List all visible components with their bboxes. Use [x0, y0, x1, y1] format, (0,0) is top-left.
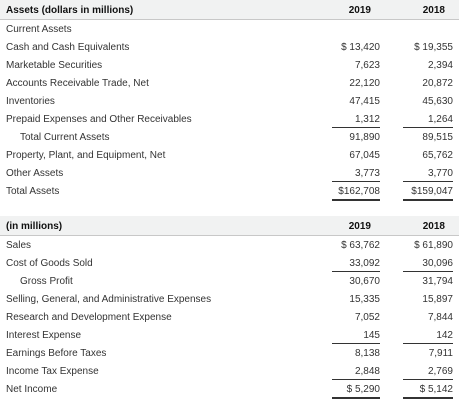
value-2019: 67,045: [349, 150, 380, 161]
value-2019: 7,052: [354, 312, 380, 323]
table-row: Sales $ 63,762 $ 61,890: [0, 236, 459, 254]
row-label: Cost of Goods Sold: [6, 258, 93, 269]
row-label: Inventories: [6, 96, 55, 107]
value-2019: 1,312: [354, 114, 380, 125]
assets-table: Assets (dollars in millions) 2019 2018 C…: [0, 0, 459, 201]
subtotal-rule: [332, 271, 380, 272]
table-row: Prepaid Expenses and Other Receivables 1…: [0, 110, 459, 128]
value-2018: 15,897: [422, 294, 453, 305]
value-2018: 30,096: [422, 258, 453, 269]
value-2019: $162,708: [338, 186, 380, 197]
value-2019: $ 13,420: [341, 42, 380, 53]
assets-header-row: Assets (dollars in millions) 2019 2018: [0, 0, 459, 20]
table-row: Accounts Receivable Trade, Net 22,120 20…: [0, 74, 459, 92]
row-label: Marketable Securities: [6, 60, 103, 71]
table-row: Inventories 47,415 45,630: [0, 92, 459, 110]
value-2019: 145: [363, 330, 380, 341]
table-row: Interest Expense 145 142: [0, 326, 459, 344]
table-row: Research and Development Expense 7,052 7…: [0, 308, 459, 326]
value-2019: 91,890: [349, 132, 380, 143]
value-2018: $ 19,355: [414, 42, 453, 53]
value-2018: 31,794: [422, 276, 453, 287]
row-label: Research and Development Expense: [6, 312, 172, 323]
subtotal-rule: [403, 379, 453, 380]
total-double-rule: [332, 397, 380, 399]
income-col-2018: 2018: [422, 221, 445, 232]
subtotal-rule: [403, 181, 453, 182]
row-label: Other Assets: [6, 168, 64, 179]
assets-title: Assets (dollars in millions): [6, 5, 134, 16]
assets-col-2019: 2019: [348, 5, 371, 16]
value-2019: 47,415: [349, 96, 380, 107]
table-row-subtotal: Earnings Before Taxes 8,138 7,911: [0, 344, 459, 362]
row-label: Gross Profit: [20, 276, 73, 287]
value-2019: 30,670: [349, 276, 380, 287]
value-2018: 89,515: [422, 132, 453, 143]
row-label: Income Tax Expense: [6, 366, 99, 377]
total-double-rule: [403, 199, 453, 201]
row-label: Selling, General, and Administrative Exp…: [6, 294, 212, 305]
table-row: Cash and Cash Equivalents $ 13,420 $ 19,…: [0, 38, 459, 56]
value-2018: 65,762: [422, 150, 453, 161]
value-2019: 7,623: [354, 60, 380, 71]
table-row: Income Tax Expense 2,848 2,769: [0, 362, 459, 380]
subtotal-rule: [332, 343, 380, 344]
subtotal-rule: [332, 379, 380, 380]
value-2018: $ 5,142: [419, 384, 453, 395]
value-2018: $ 61,890: [414, 240, 453, 251]
table-row-total: Total Assets $162,708 $159,047: [0, 182, 459, 201]
table-row: Selling, General, and Administrative Exp…: [0, 290, 459, 308]
value-2018: 20,872: [422, 78, 453, 89]
table-row-subtotal: Gross Profit 30,670 31,794: [0, 272, 459, 290]
row-label: Accounts Receivable Trade, Net: [6, 78, 149, 89]
table-row-subtotal: Total Current Assets 91,890 89,515: [0, 128, 459, 146]
value-2019: 15,335: [349, 294, 380, 305]
row-label: Total Current Assets: [20, 132, 110, 143]
value-2018: 3,770: [427, 168, 453, 179]
row-label: Cash and Cash Equivalents: [6, 42, 130, 53]
value-2018: 45,630: [422, 96, 453, 107]
subtotal-rule: [332, 181, 380, 182]
income-col-2019: 2019: [348, 221, 371, 232]
value-2018: 7,911: [428, 348, 453, 359]
row-label: Earnings Before Taxes: [6, 348, 107, 359]
income-title: (in millions): [6, 221, 63, 232]
income-table: (in millions) 2019 2018 Sales $ 63,762 $…: [0, 216, 459, 399]
value-2018: 1,264: [427, 114, 453, 125]
row-label: Sales: [6, 240, 32, 251]
table-row-total: Net Income $ 5,290 $ 5,142: [0, 380, 459, 399]
row-label: Net Income: [6, 384, 58, 395]
table-row: Cost of Goods Sold 33,092 30,096: [0, 254, 459, 272]
subtotal-rule: [403, 127, 453, 128]
row-label: Total Assets: [6, 186, 60, 197]
table-row: Current Assets: [0, 20, 459, 38]
subtotal-rule: [403, 343, 453, 344]
value-2019: 3,773: [354, 168, 380, 179]
row-label: Property, Plant, and Equipment, Net: [6, 150, 166, 161]
table-row: Marketable Securities 7,623 2,394: [0, 56, 459, 74]
subtotal-rule: [403, 271, 453, 272]
value-2018: 7,844: [427, 312, 453, 323]
row-label: Interest Expense: [6, 330, 82, 341]
value-2019: $ 5,290: [346, 384, 380, 395]
subtotal-rule: [332, 127, 380, 128]
value-2018: $159,047: [411, 186, 453, 197]
total-double-rule: [332, 199, 380, 201]
row-label: Current Assets: [6, 24, 72, 35]
value-2018: 142: [436, 330, 453, 341]
value-2018: 2,769: [427, 366, 453, 377]
value-2019: 8,138: [354, 348, 380, 359]
value-2019: $ 63,762: [341, 240, 380, 251]
table-row: Property, Plant, and Equipment, Net 67,0…: [0, 146, 459, 164]
row-label: Prepaid Expenses and Other Receivables: [6, 114, 192, 125]
value-2019: 22,120: [349, 78, 380, 89]
value-2018: 2,394: [427, 60, 453, 71]
value-2019: 33,092: [349, 258, 380, 269]
value-2019: 2,848: [354, 366, 380, 377]
total-double-rule: [403, 397, 453, 399]
income-header-row: (in millions) 2019 2018: [0, 216, 459, 236]
assets-col-2018: 2018: [422, 5, 445, 16]
table-row: Other Assets 3,773 3,770: [0, 164, 459, 182]
